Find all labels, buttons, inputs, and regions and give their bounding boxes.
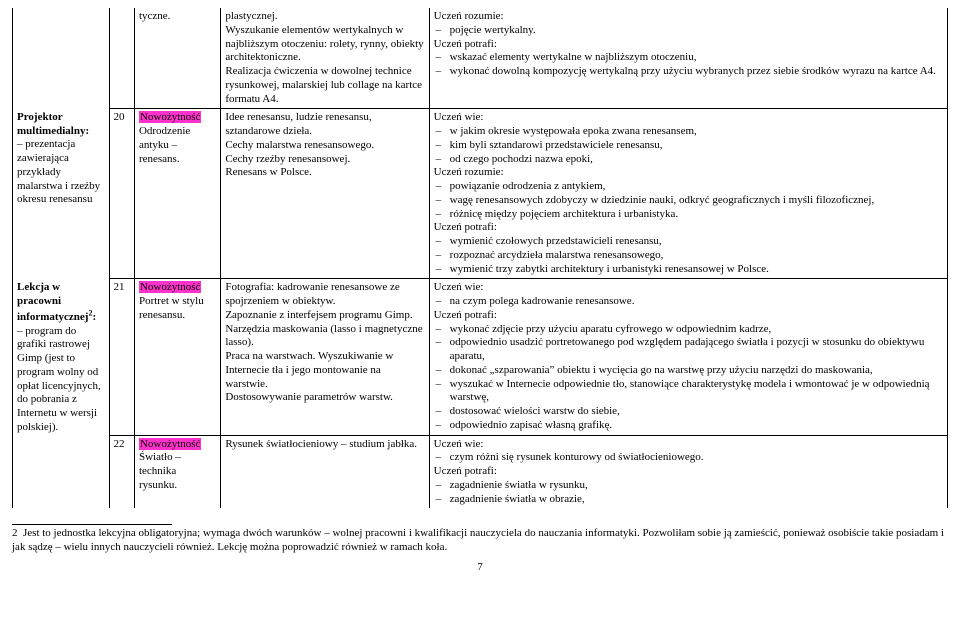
footnote-num: 2 <box>12 527 18 539</box>
table-row: tyczne. plastycznej. Wyszukanie elementó… <box>13 8 948 109</box>
cell-topic: Nowożytność Światło – technika rysunku. <box>134 435 220 508</box>
outcome-item: wyszukać w Internecie odpowiednie tło, s… <box>450 378 943 406</box>
cell-num <box>109 8 134 109</box>
cell-topic: Nowożytność Portret w stylu renesansu. <box>134 279 220 435</box>
outcome-item: wymienić trzy zabytki architektury i urb… <box>450 263 943 277</box>
cell-topic: tyczne. <box>134 8 220 109</box>
footnote-text: Jest to jednostka lekcyjna obligatoryjna… <box>12 527 944 553</box>
outcome-head: Uczeń rozumie: <box>434 10 504 22</box>
cell-outcomes: Uczeń wie: w jakim okresie występowała e… <box>429 109 947 279</box>
outcome-item: powiązanie odrodzenia z antykiem, <box>450 180 943 194</box>
outcome-item: różnicę między pojęciem architektura i u… <box>450 208 943 222</box>
content-text: plastycznej. Wyszukanie elementów wertyk… <box>225 10 423 105</box>
outcome-item: zagadnienie światła w rysunku, <box>450 479 943 493</box>
cell-resource <box>13 8 110 109</box>
outcome-head: Uczeń potrafi: <box>434 309 497 321</box>
resource-bold2: : <box>92 311 96 323</box>
outcome-head: Uczeń wie: <box>434 438 484 450</box>
resource-rest: – program do grafiki rastrowej Gimp (jes… <box>17 325 101 433</box>
topic-highlight: Nowożytność <box>139 438 202 450</box>
outcome-item: na czym polega kadrowanie renesansowe. <box>450 295 943 309</box>
outcome-item: odpowiednio usadzić portretowanego pod w… <box>450 336 943 364</box>
topic-highlight: Nowożytność <box>139 111 202 123</box>
topic-rest: Portret w stylu renesansu. <box>139 295 204 321</box>
outcome-item: wymienić czołowych przedstawicieli renes… <box>450 235 943 249</box>
outcome-head: Uczeń potrafi: <box>434 221 497 233</box>
content-text: Idee renesansu, ludzie renesansu, sztand… <box>225 111 374 178</box>
outcome-item: pojęcie wertykalny. <box>450 24 943 38</box>
outcome-head: Uczeń wie: <box>434 281 484 293</box>
content-text: Rysunek światłocieniowy – studium jabłka… <box>225 438 417 450</box>
table-row: Projektor multimedialny: – prezentacja z… <box>13 109 948 279</box>
outcome-item: odpowiednio zapisać własną grafikę. <box>450 419 943 433</box>
outcome-head: Uczeń potrafi: <box>434 465 497 477</box>
outcome-head: Uczeń potrafi: <box>434 38 497 50</box>
topic-highlight: Nowożytność <box>139 281 202 293</box>
resource-bold: Lekcja w pracowni informatycznej <box>17 281 88 323</box>
outcome-item: czym różni się rysunek konturowy od świa… <box>450 451 943 465</box>
cell-outcomes: Uczeń wie: na czym polega kadrowanie ren… <box>429 279 947 435</box>
outcome-head: Uczeń rozumie: <box>434 166 504 178</box>
outcome-item: wykonać zdjęcie przy użyciu aparatu cyfr… <box>450 323 943 337</box>
cell-content: Rysunek światłocieniowy – studium jabłka… <box>221 435 429 508</box>
outcome-item: dostosować wielości warstw do siebie, <box>450 405 943 419</box>
syllabus-table: tyczne. plastycznej. Wyszukanie elementó… <box>12 8 948 508</box>
content-text: Fotografia: kadrowanie renesansowe ze sp… <box>225 281 422 403</box>
cell-topic: Nowożytność Odrodzenie antyku – renesans… <box>134 109 220 279</box>
outcome-item: dokonać „szparowania” obiektu i wycięcia… <box>450 364 943 378</box>
cell-num: 22 <box>109 435 134 508</box>
footnote: 2 Jest to jednostka lekcyjna obligatoryj… <box>12 527 948 555</box>
outcome-item: wagę renesansowych zdobyczy w dziedzinie… <box>450 194 943 208</box>
outcome-item: wykonać dowolną kompozycję wertykalną pr… <box>450 65 943 79</box>
outcome-item: od czego pochodzi nazwa epoki, <box>450 153 943 167</box>
cell-num: 21 <box>109 279 134 435</box>
outcome-item: zagadnienie światła w obrazie, <box>450 493 943 507</box>
outcome-item: kim byli sztandarowi przedstawiciele ren… <box>450 139 943 153</box>
cell-outcomes: Uczeń rozumie: pojęcie wertykalny. Uczeń… <box>429 8 947 109</box>
cell-resource: Lekcja w pracowni informatycznej2: – pro… <box>13 279 110 509</box>
cell-content: plastycznej. Wyszukanie elementów wertyk… <box>221 8 429 109</box>
cell-content: Fotografia: kadrowanie renesansowe ze sp… <box>221 279 429 435</box>
topic-text: tyczne. <box>139 10 170 22</box>
outcome-item: rozpoznać arcydzieła malarstwa renesanso… <box>450 249 943 263</box>
outcome-item: wskazać elementy wertykalne w najbliższy… <box>450 51 943 65</box>
cell-content: Idee renesansu, ludzie renesansu, sztand… <box>221 109 429 279</box>
table-row: 22 Nowożytność Światło – technika rysunk… <box>13 435 948 508</box>
outcome-head: Uczeń wie: <box>434 111 484 123</box>
outcome-item: w jakim okresie występowała epoka zwana … <box>450 125 943 139</box>
cell-outcomes: Uczeń wie: czym różni się rysunek kontur… <box>429 435 947 508</box>
resource-rest: – prezentacja zawierająca przykłady mala… <box>17 138 100 205</box>
resource-bold: Projektor multimedialny: <box>17 111 89 137</box>
cell-num: 20 <box>109 109 134 279</box>
cell-resource: Projektor multimedialny: – prezentacja z… <box>13 109 110 279</box>
topic-rest: Światło – technika rysunku. <box>139 451 181 491</box>
table-row: Lekcja w pracowni informatycznej2: – pro… <box>13 279 948 435</box>
topic-rest: Odrodzenie antyku – renesans. <box>139 125 190 165</box>
page-number: 7 <box>12 561 948 575</box>
